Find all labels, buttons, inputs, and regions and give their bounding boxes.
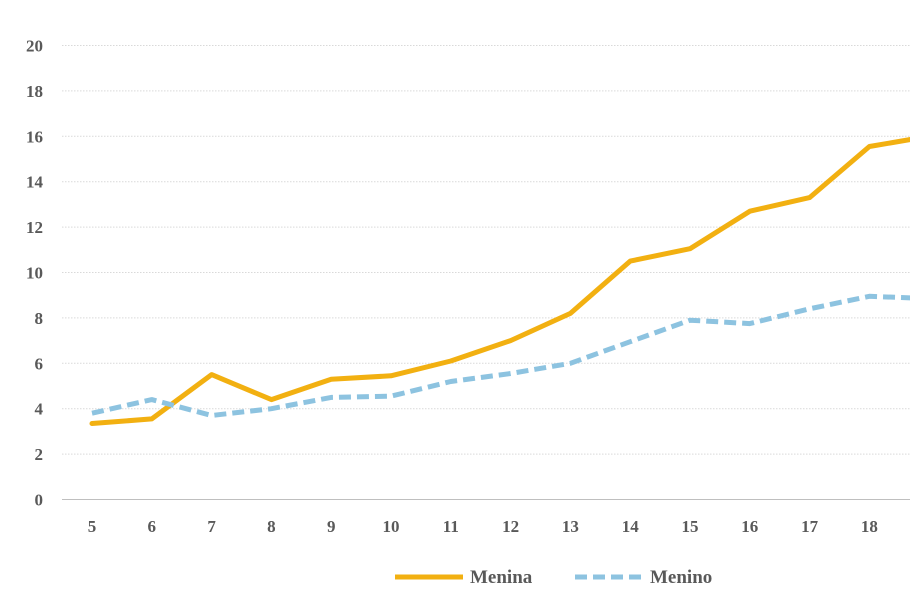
series-lines [89,137,910,426]
x-tick-label: 7 [207,517,216,536]
legend-label-menino: Menino [650,567,712,588]
x-tick-label: 18 [861,517,878,536]
y-tick-label: 6 [35,354,44,373]
grid-lines [62,45,910,500]
series-line-menina [89,137,910,426]
y-tick-label: 18 [26,82,43,101]
y-tick-label: 8 [35,309,44,328]
x-tick-label: 14 [622,517,640,536]
y-tick-label: 16 [26,127,43,146]
x-axis: 5 6 7 8 9 10 11 12 13 14 15 16 17 18 [88,517,878,536]
x-tick-label: 15 [682,517,699,536]
x-tick-label: 13 [562,517,579,536]
x-tick-label: 9 [327,517,336,536]
y-tick-label: 20 [26,37,43,56]
x-tick-label: 6 [148,517,157,536]
series-line-menino [91,293,910,418]
x-tick-label: 5 [88,517,97,536]
y-axis: 0 2 4 6 8 10 12 14 16 18 20 [26,37,44,510]
x-tick-label: 17 [801,517,819,536]
x-tick-label: 10 [383,517,400,536]
y-tick-label: 12 [26,218,43,237]
x-tick-label: 16 [741,517,758,536]
y-tick-label: 4 [35,400,44,419]
legend: Menina Menino [395,567,712,588]
y-tick-label: 10 [26,264,43,283]
y-tick-label: 0 [35,491,44,510]
x-tick-label: 12 [502,517,519,536]
x-tick-label: 11 [443,517,459,536]
y-tick-label: 14 [26,173,44,192]
x-tick-label: 8 [267,517,276,536]
y-tick-label: 2 [35,445,44,464]
legend-label-menina: Menina [470,567,533,588]
